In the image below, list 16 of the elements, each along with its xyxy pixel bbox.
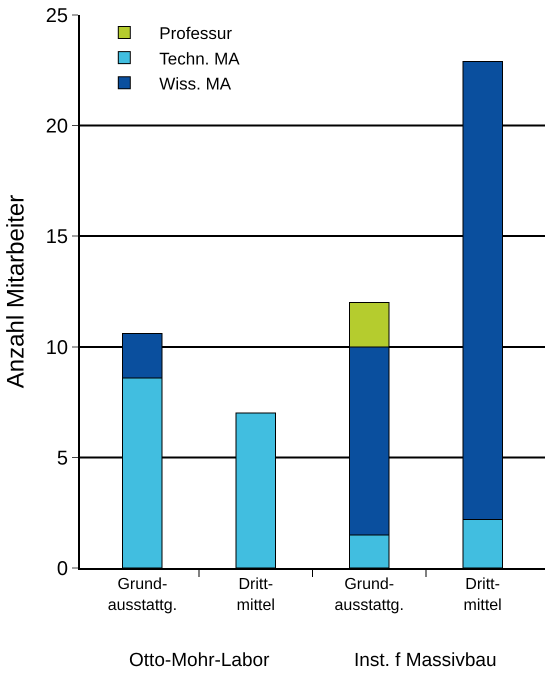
legend-label: Wiss. MA	[159, 74, 232, 94]
y-tick-label: 5	[56, 447, 68, 470]
y-tick-label: 20	[46, 116, 68, 138]
text: Otto-Mohr-Labor	[129, 650, 270, 671]
x-tick-label: Grund- ausstattg.	[334, 576, 404, 614]
y-tick-label: 10	[46, 336, 68, 359]
legend-label: Techn. MA	[159, 49, 240, 68]
x-tick-label: Dritt- mittel	[464, 576, 502, 614]
y-tick-label: 15	[46, 226, 68, 248]
x-tick-label: Grund- ausstattg.	[108, 576, 178, 614]
legend-label: Professur	[159, 24, 232, 44]
y-tick-label: 25	[46, 5, 68, 27]
x-tick-label: Dritt- mittel	[236, 576, 275, 614]
y-tick-label: 0	[56, 558, 68, 580]
text: Inst. f Massivbau	[354, 650, 497, 671]
y-axis-title: Anzahl Mitarbeiter	[2, 194, 30, 388]
